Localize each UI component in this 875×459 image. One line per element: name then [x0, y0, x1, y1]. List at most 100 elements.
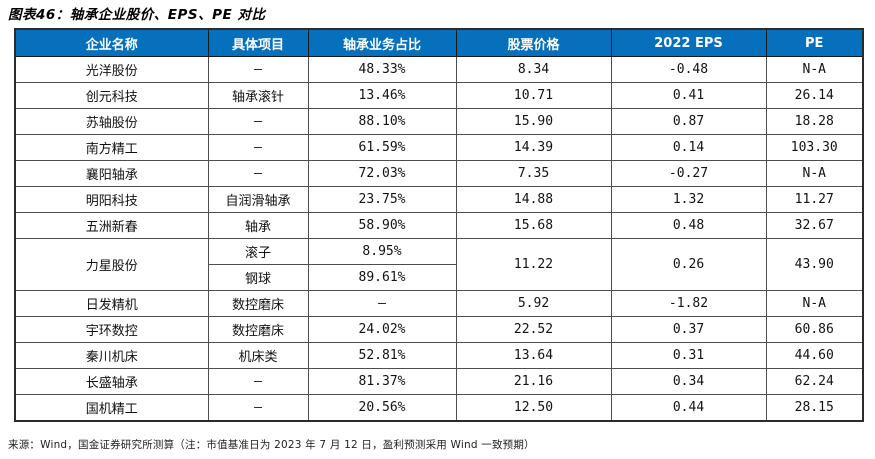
table-cell: 光洋股份 [14, 56, 209, 83]
table-cell: 89.61% [307, 264, 457, 291]
column-header-0: 企业名称 [14, 28, 209, 57]
table-cell: 钢球 [207, 264, 309, 291]
table-cell: -0.27 [610, 160, 767, 187]
table-cell: – [207, 394, 309, 422]
table-cell: 苏轴股份 [14, 108, 209, 135]
table-cell: 14.88 [455, 186, 612, 213]
table-cell: 8.95% [307, 238, 457, 265]
table-row: 力星股份 滚子 8.95% 11.22 0.26 43.90 [14, 238, 864, 291]
column-header-4: 2022 EPS [610, 28, 767, 57]
table-cell: 宇环数控 [14, 316, 209, 343]
table-cell: 长盛轴承 [14, 368, 209, 395]
table-cell: 滚子 [207, 238, 309, 265]
table-cell: 0.87 [610, 108, 767, 135]
table-cell: N-A [765, 290, 864, 317]
table-row: 创元科技 轴承滚针 13.46% 10.71 0.41 26.14 [14, 82, 864, 109]
table-cell: 88.10% [307, 108, 457, 135]
table-cell: 20.56% [307, 394, 457, 422]
table-cell: 61.59% [307, 134, 457, 161]
table-cell: 轴承滚针 [207, 82, 309, 109]
table-row: 秦川机床 机床类 52.81% 13.64 0.31 44.60 [14, 342, 864, 369]
table-row: 明阳科技 自润滑轴承 23.75% 14.88 1.32 11.27 [14, 186, 864, 213]
table-row: 长盛轴承 –81.37% 21.16 0.34 62.24 [14, 368, 864, 395]
table-cell: 五洲新春 [14, 212, 209, 239]
table-cell: 32.67 [765, 212, 864, 239]
table-cell: 81.37% [307, 368, 457, 395]
table-cell: 21.16 [455, 368, 612, 395]
table-cell: 自润滑轴承 [207, 186, 309, 213]
table-row: 南方精工 –61.59% 14.39 0.14 103.30 [14, 134, 864, 161]
table-cell: 72.03% [307, 160, 457, 187]
table-cell: 机床类 [207, 342, 309, 369]
table-cell: 14.39 [455, 134, 612, 161]
table-row: 五洲新春 轴承 58.90% 15.68 0.48 32.67 [14, 212, 864, 239]
table-row: 国机精工 –20.56% 12.50 0.44 28.15 [14, 394, 864, 422]
table-cell: 轴承 [207, 212, 309, 239]
table-cell: 明阳科技 [14, 186, 209, 213]
column-header-1: 具体项目 [207, 28, 309, 57]
table-cell: -1.82 [610, 290, 767, 317]
table-body: 光洋股份 –48.33% 8.34 -0.48 N-A 创元科技 轴承滚针 13.46% 10.… [14, 56, 864, 422]
table-cell: 12.50 [455, 394, 612, 422]
table-cell: 62.24 [765, 368, 864, 395]
table-cell: 数控磨床 [207, 290, 309, 317]
table-cell: 秦川机床 [14, 342, 209, 369]
table-cell: 103.30 [765, 134, 864, 161]
table-cell: N-A [765, 56, 864, 83]
table-cell: 10.71 [455, 82, 612, 109]
table-cell: N-A [765, 160, 864, 187]
table-row: 光洋股份 –48.33% 8.34 -0.48 N-A [14, 56, 864, 83]
table-cell: 0.48 [610, 212, 767, 239]
table-cell: 43.90 [765, 238, 864, 291]
table-cell: 南方精工 [14, 134, 209, 161]
table-cell: 0.41 [610, 82, 767, 109]
table-cell: 7.35 [455, 160, 612, 187]
table-cell: 44.60 [765, 342, 864, 369]
table-cell: 22.52 [455, 316, 612, 343]
table-cell: 13.46% [307, 82, 457, 109]
table-cell: 23.75% [307, 186, 457, 213]
column-header-5: PE [765, 28, 864, 57]
table-cell: 13.64 [455, 342, 612, 369]
table-cell: 0.37 [610, 316, 767, 343]
table-cell: 52.81% [307, 342, 457, 369]
table-row: 日发精机 数控磨床 –5.92 -1.82 N-A [14, 290, 864, 317]
table-cell: -0.48 [610, 56, 767, 83]
table-cell: 48.33% [307, 56, 457, 83]
table-cell: 数控磨床 [207, 316, 309, 343]
table-cell: 创元科技 [14, 82, 209, 109]
table-row: 宇环数控 数控磨床 24.02% 22.52 0.37 60.86 [14, 316, 864, 343]
table-cell: 1.32 [610, 186, 767, 213]
table-cell: – [207, 160, 309, 187]
table-cell: – [207, 108, 309, 135]
table-cell: 5.92 [455, 290, 612, 317]
table-cell: – [207, 56, 309, 83]
table-cell: 18.28 [765, 108, 864, 135]
column-header-3: 股票价格 [455, 28, 612, 57]
table-cell: 11.27 [765, 186, 864, 213]
table-cell: – [307, 290, 457, 317]
table-cell: – [207, 134, 309, 161]
table-cell: 国机精工 [14, 394, 209, 422]
table-cell: 日发精机 [14, 290, 209, 317]
table-cell: – [207, 368, 309, 395]
table-row: 襄阳轴承 –72.03% 7.35 -0.27 N-A [14, 160, 864, 187]
table-cell: 襄阳轴承 [14, 160, 209, 187]
table-header-row: 企业名称 具体项目 轴承业务占比 股票价格 2022 EPS PE [14, 28, 864, 57]
table-cell: 0.26 [610, 238, 767, 291]
table-cell: 24.02% [307, 316, 457, 343]
comparison-table: 企业名称 具体项目 轴承业务占比 股票价格 2022 EPS PE 光洋股份 –48.33%… [14, 28, 864, 422]
table-cell: 28.15 [765, 394, 864, 422]
table-cell: 0.34 [610, 368, 767, 395]
table-cell: 0.44 [610, 394, 767, 422]
table-cell: 0.14 [610, 134, 767, 161]
table-cell: 15.90 [455, 108, 612, 135]
table-cell: 0.31 [610, 342, 767, 369]
table-cell: 26.14 [765, 82, 864, 109]
source-note: 来源：Wind，国金证券研究所测算（注：市值基准日为 2023 年 7 月 12… [8, 439, 535, 451]
figure-title: 图表46：轴承企业股价、EPS、PE 对比 [8, 7, 266, 23]
table-row: 钢球 89.61% [15, 264, 863, 291]
table-cell: 58.90% [307, 212, 457, 239]
table-cell: 60.86 [765, 316, 864, 343]
